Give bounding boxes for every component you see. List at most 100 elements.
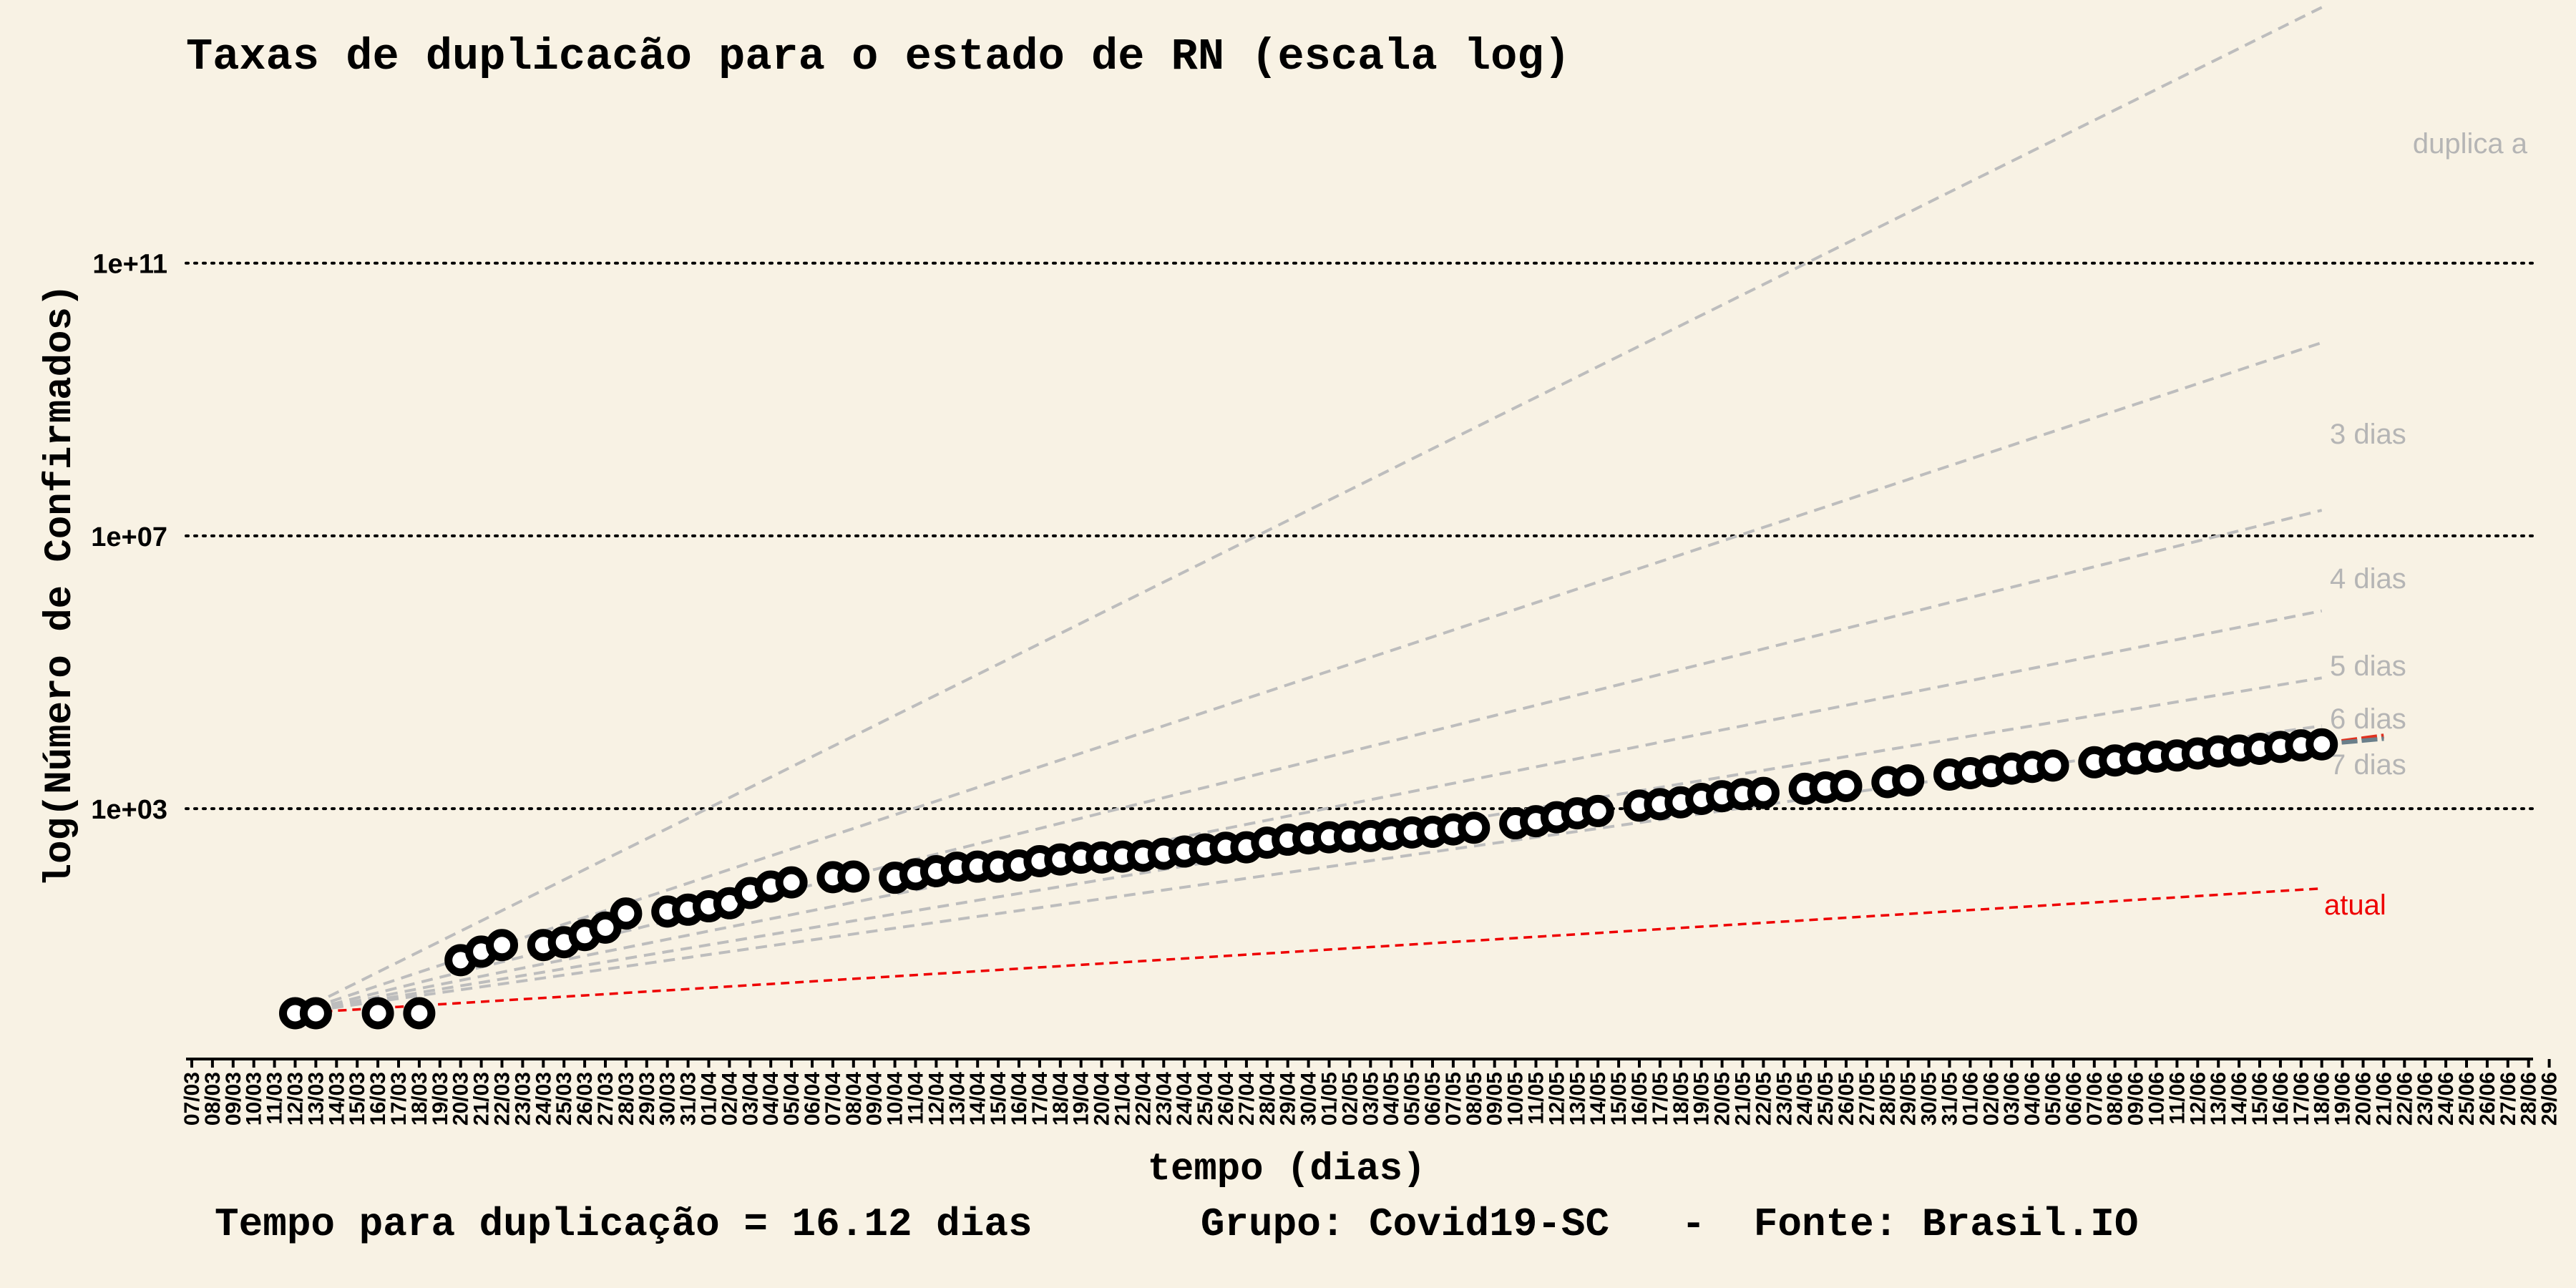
x-tick-label: 14/06 — [2228, 1072, 2251, 1126]
x-tick-label: 25/03 — [552, 1072, 576, 1126]
x-tick-label: 01/05 — [1318, 1072, 1342, 1126]
x-tick-label: 16/05 — [1628, 1072, 1652, 1126]
reference-label: 6 dias — [2330, 703, 2406, 735]
x-tick-label: 03/05 — [1359, 1072, 1382, 1126]
data-point — [837, 860, 870, 893]
x-tick-label: 20/04 — [1091, 1072, 1114, 1126]
x-tick-label: 08/06 — [2104, 1072, 2127, 1126]
x-tick-label: 26/06 — [2476, 1072, 2499, 1126]
data-point — [2036, 749, 2069, 782]
x-tick-label: 05/06 — [2041, 1072, 2065, 1126]
y-tick-label: 1e+03 — [91, 795, 167, 825]
x-tick-label: 18/03 — [408, 1072, 431, 1126]
x-tick-label: 27/04 — [1235, 1072, 1259, 1126]
x-tick-label: 10/05 — [1504, 1072, 1528, 1126]
x-tick-label: 15/06 — [2248, 1072, 2272, 1126]
x-axis: 07/0308/0309/0310/0311/0312/0313/0314/03… — [180, 1058, 2562, 1126]
x-tick-label: 06/06 — [2062, 1072, 2086, 1126]
data-point — [2306, 728, 2338, 761]
x-tick-label: 24/04 — [1173, 1072, 1196, 1126]
x-tick-label: 13/05 — [1566, 1072, 1589, 1126]
x-tick-label: 21/05 — [1732, 1072, 1755, 1126]
x-tick-label: 26/03 — [573, 1072, 597, 1126]
x-tick-label: 15/04 — [987, 1072, 1010, 1126]
x-tick-label: 08/04 — [842, 1072, 866, 1126]
x-tick-label: 31/05 — [1938, 1072, 1962, 1126]
x-tick-label: 25/05 — [1814, 1072, 1838, 1126]
caption: Tempo para duplicação = 16.12 dias Grupo… — [215, 1201, 2138, 1247]
x-tick-label: 07/06 — [2083, 1072, 2107, 1126]
reference-label: atual — [2324, 889, 2386, 921]
x-tick-label: 02/04 — [718, 1072, 741, 1126]
x-tick-label: 17/05 — [1649, 1072, 1672, 1126]
x-tick-label: 21/06 — [2372, 1072, 2396, 1126]
x-tick-label: 12/05 — [1545, 1072, 1568, 1126]
x-tick-label: 24/06 — [2434, 1072, 2458, 1126]
x-tick-label: 11/04 — [904, 1072, 928, 1125]
data-points — [279, 728, 2338, 1030]
x-tick-label: 08/03 — [201, 1072, 225, 1126]
x-tick-label: 03/06 — [2000, 1072, 2024, 1126]
x-tick-label: 04/04 — [759, 1072, 783, 1126]
x-tick-label: 19/04 — [1070, 1072, 1093, 1126]
x-tick-label: 21/04 — [1111, 1072, 1135, 1126]
x-tick-label: 24/03 — [532, 1072, 555, 1126]
x-tick-label: 25/04 — [1194, 1072, 1217, 1126]
x-tick-label: 22/03 — [491, 1072, 514, 1126]
x-tick-label: 09/04 — [863, 1072, 887, 1126]
x-tick-label: 18/05 — [1669, 1072, 1693, 1126]
x-tick-label: 28/04 — [1256, 1072, 1279, 1126]
data-point — [589, 911, 622, 944]
x-tick-label: 18/04 — [1049, 1072, 1073, 1126]
x-tick-label: 07/05 — [1442, 1072, 1465, 1126]
x-tick-label: 23/03 — [511, 1072, 535, 1126]
x-axis-label: tempo (dias) — [1148, 1148, 1426, 1191]
x-tick-label: 06/04 — [801, 1072, 824, 1126]
x-tick-label: 13/03 — [304, 1072, 328, 1126]
data-point — [775, 866, 808, 899]
x-tick-label: 19/05 — [1690, 1072, 1714, 1126]
x-tick-label: 05/04 — [780, 1072, 804, 1126]
x-tick-label: 20/05 — [1711, 1072, 1735, 1126]
x-tick-label: 29/05 — [1897, 1072, 1921, 1126]
x-tick-label: 10/03 — [243, 1072, 266, 1126]
x-tick-label: 16/06 — [2269, 1072, 2293, 1126]
x-tick-label: 30/04 — [1297, 1072, 1321, 1126]
x-tick-label: 17/04 — [1028, 1072, 1052, 1126]
x-tick-label: 06/05 — [1421, 1072, 1445, 1126]
x-tick-label: 12/03 — [284, 1072, 308, 1126]
x-tick-label: 23/04 — [1152, 1072, 1176, 1126]
reference-line-7-dias — [295, 724, 2322, 1015]
x-tick-label: 22/05 — [1752, 1072, 1775, 1126]
x-tick-label: 05/05 — [1400, 1072, 1424, 1126]
data-point — [1458, 811, 1491, 844]
x-tick-label: 27/05 — [1855, 1072, 1879, 1126]
x-tick-label: 21/03 — [470, 1072, 494, 1126]
x-tick-label: 14/05 — [1586, 1072, 1610, 1126]
x-tick-label: 31/03 — [677, 1072, 701, 1126]
x-tick-label: 02/06 — [1979, 1072, 2003, 1126]
x-tick-label: 29/06 — [2538, 1072, 2562, 1126]
x-tick-label: 07/04 — [821, 1072, 845, 1126]
x-tick-label: 14/03 — [325, 1072, 348, 1126]
x-tick-label: 12/06 — [2186, 1072, 2210, 1126]
data-point — [299, 997, 332, 1030]
x-tick-label: 30/03 — [656, 1072, 680, 1126]
x-tick-label: 16/04 — [1008, 1072, 1031, 1126]
x-tick-label: 03/04 — [738, 1072, 762, 1126]
x-tick-label: 11/03 — [263, 1072, 287, 1124]
x-tick-label: 18/06 — [2311, 1072, 2334, 1126]
x-tick-label: 19/03 — [429, 1072, 452, 1126]
x-tick-label: 17/06 — [2290, 1072, 2313, 1126]
reference-line-3-dias — [294, 341, 2323, 1015]
data-point — [1892, 764, 1925, 797]
gridlines — [185, 261, 2534, 811]
reference-line-duplica-a — [294, 6, 2323, 1015]
x-tick-label: 12/04 — [924, 1072, 948, 1126]
data-point — [486, 929, 518, 962]
x-tick-label: 09/05 — [1483, 1072, 1507, 1126]
reference-line-atual — [295, 887, 2322, 1015]
reference-label: duplica a — [2413, 128, 2528, 160]
x-tick-label: 15/03 — [346, 1072, 369, 1126]
